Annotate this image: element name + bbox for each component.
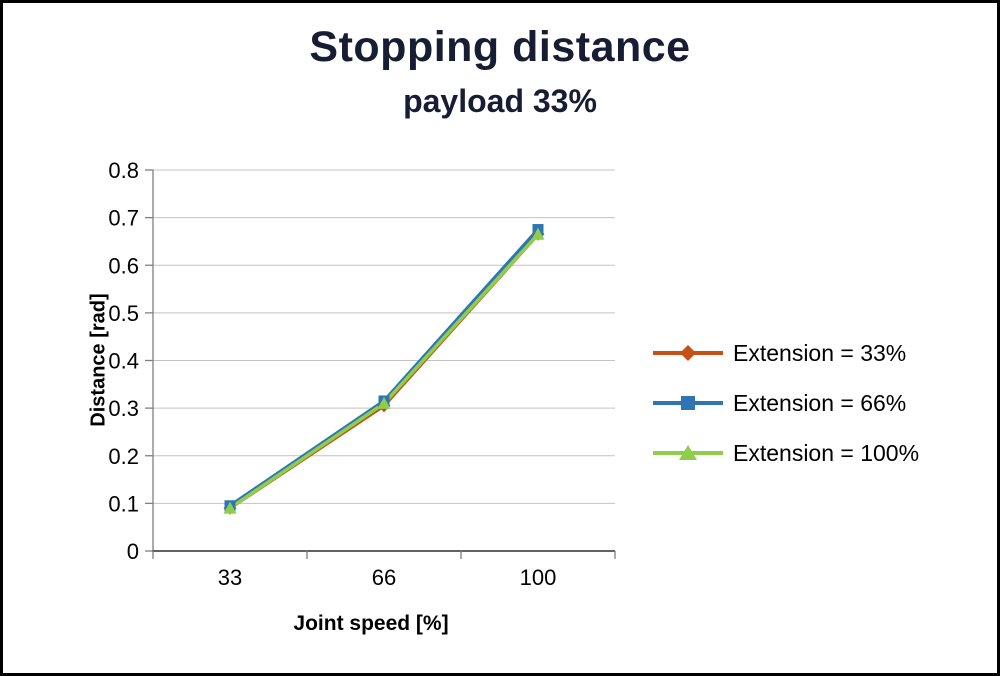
legend-label: Extension = 100% [733,439,920,466]
chart-title: Stopping distance [309,23,691,71]
y-tick-label: 0.3 [108,396,139,421]
legend-key-diamond-icon [653,345,723,361]
legend-key-square-icon [653,396,723,410]
y-tick-label: 0.7 [108,206,139,231]
x-tick-label: 66 [372,565,396,590]
y-tick-label: 0.5 [108,301,139,326]
y-tick-label: 0 [127,539,139,564]
x-tick-label: 100 [520,565,557,590]
series-line-0 [228,232,540,510]
series-line-2 [228,232,540,510]
series-line-1 [228,227,540,508]
chart-subtitle: payload 33% [403,83,597,119]
y-tick-label: 0.6 [108,253,139,278]
y-tick-label: 0.2 [108,444,139,469]
legend-label: Extension = 66% [733,389,907,416]
legend-item-0: Extension = 33% [653,335,919,371]
x-tick-label: 33 [218,565,242,590]
y-tick-label: 0.8 [108,158,139,183]
plot-area: 0 0.1 0.2 0.3 0.4 0.5 0.6 0.7 0.8 33 66 100 [108,158,616,590]
legend-item-2: Extension = 100% [653,435,919,471]
x-axis-title: Joint speed [%] [293,612,449,635]
marker-triangle [531,227,545,240]
legend: Extension = 33% Extension = 66% Extension … [653,335,919,485]
marker-triangle [223,501,237,514]
legend-label: Extension = 33% [733,339,907,366]
y-tick-label: 0.1 [108,491,139,516]
y-axis-title: Distance [rad] [87,293,110,427]
legend-item-1: Extension = 66% [653,385,919,421]
marker-triangle [377,396,391,409]
legend-key-triangle-icon [653,445,723,460]
y-tick-label: 0.4 [108,349,139,374]
